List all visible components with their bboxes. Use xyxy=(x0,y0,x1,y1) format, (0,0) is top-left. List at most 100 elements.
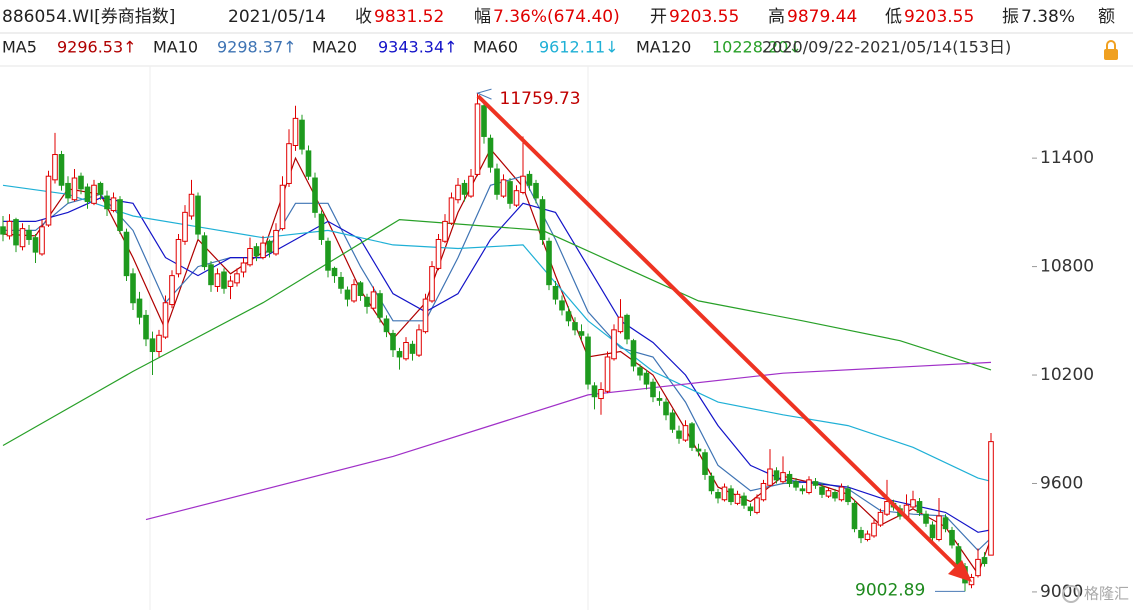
candle-body xyxy=(448,197,455,224)
date-range: 2020/09/22-2021/05/14(153日) xyxy=(762,38,1011,57)
candle-body xyxy=(474,103,481,175)
candle-body xyxy=(325,240,331,271)
candle-body xyxy=(377,293,383,318)
candle-body xyxy=(663,401,669,416)
candle-body xyxy=(357,282,364,297)
legend-value: 9298.37↑ xyxy=(217,38,297,57)
candle-body xyxy=(312,177,318,213)
candle-body xyxy=(923,513,929,524)
candle-body xyxy=(728,488,734,503)
candle-body xyxy=(793,481,799,488)
candle-body xyxy=(240,262,247,273)
candle-body xyxy=(45,175,52,226)
candle-body xyxy=(71,177,78,201)
y-tick-label: 10200 xyxy=(1040,365,1094,385)
candle-body xyxy=(208,264,214,286)
candle-body xyxy=(201,235,208,268)
candle-body xyxy=(58,154,65,186)
candle-body xyxy=(500,179,507,197)
candle-body xyxy=(708,475,715,492)
quote-value: 9203.55 xyxy=(669,7,739,27)
y-tick-label: 11400 xyxy=(1040,148,1094,168)
candle-body xyxy=(929,524,936,539)
candle-body xyxy=(188,193,195,217)
candle-body xyxy=(52,154,58,181)
candle-body xyxy=(715,492,721,499)
candle-body xyxy=(162,302,169,338)
candle-body xyxy=(650,381,656,398)
candle-body xyxy=(78,175,84,190)
legend-name: MA120 xyxy=(636,38,691,57)
candle-body xyxy=(838,486,845,501)
candle-body xyxy=(942,517,949,530)
quote-label: 额 xyxy=(1098,7,1115,27)
candle-body xyxy=(507,181,513,204)
candle-body xyxy=(409,343,416,354)
quote-value: 9831.52 xyxy=(374,7,444,27)
candle-body xyxy=(578,331,585,336)
candle-body xyxy=(916,501,923,513)
candle-body xyxy=(130,273,136,304)
candle-body xyxy=(546,240,552,286)
candle-body xyxy=(773,470,780,481)
candle-body xyxy=(760,482,767,501)
candle-body xyxy=(318,213,325,240)
legend-name: MA5 xyxy=(2,38,37,57)
quote-label: 开 xyxy=(650,7,667,27)
candle-body xyxy=(539,199,546,240)
candle-body xyxy=(461,182,468,195)
header: 886054.WI[券商指数] 2021/05/14 收 9831.52 幅 7.36%(… xyxy=(2,7,1115,57)
candle-body xyxy=(975,558,981,577)
candle-body xyxy=(234,273,240,284)
candle-body xyxy=(305,150,312,177)
quote-value: 7.38% xyxy=(1021,7,1075,27)
candle-body xyxy=(864,533,871,541)
candle-body xyxy=(214,273,221,287)
arrow-head xyxy=(948,560,972,582)
lock-icon xyxy=(1104,40,1118,60)
quote-label: 幅 xyxy=(474,7,491,27)
candle-body xyxy=(149,338,156,353)
candle-body xyxy=(819,486,825,495)
candle-body xyxy=(0,226,6,235)
legend-name: MA10 xyxy=(153,38,198,57)
candle-body xyxy=(435,238,442,269)
candle-body xyxy=(65,182,71,199)
high-label: 11759.73 xyxy=(500,89,581,109)
candle-body xyxy=(858,529,864,539)
candle-body xyxy=(364,296,370,307)
trend-arrow xyxy=(476,94,967,577)
candle-body xyxy=(572,322,578,331)
quote-value: 7.36%(674.40) xyxy=(493,7,620,27)
candle-body xyxy=(591,385,598,398)
candle-body xyxy=(851,502,858,530)
candle-body xyxy=(32,237,39,253)
candle-body xyxy=(533,182,539,199)
candle-body xyxy=(754,497,760,513)
high-pointer xyxy=(476,88,492,100)
candle-body xyxy=(611,329,617,360)
candle-body xyxy=(552,285,559,300)
candle-body xyxy=(981,557,988,565)
candle-body xyxy=(481,105,487,137)
candle-body xyxy=(786,473,793,484)
candle-body xyxy=(884,501,890,515)
candle-body xyxy=(143,314,149,340)
candle-body xyxy=(91,184,97,204)
candle-body xyxy=(637,367,643,376)
candle-body xyxy=(617,316,624,333)
candle-body xyxy=(221,271,227,289)
legend-name: MA60 xyxy=(473,38,518,57)
watermark-logo xyxy=(1062,585,1080,603)
candle-body xyxy=(949,529,955,546)
candle-body xyxy=(598,388,604,400)
candle-body xyxy=(338,276,344,289)
quote-label: 高 xyxy=(768,7,785,27)
y-tick-label: 10800 xyxy=(1040,257,1094,277)
candle-body xyxy=(13,219,19,246)
legend-name: MA20 xyxy=(312,38,357,57)
candle-body xyxy=(123,231,130,277)
candle-body xyxy=(117,199,123,231)
candle-body xyxy=(429,266,435,302)
low-label: 9002.89 xyxy=(855,580,925,600)
